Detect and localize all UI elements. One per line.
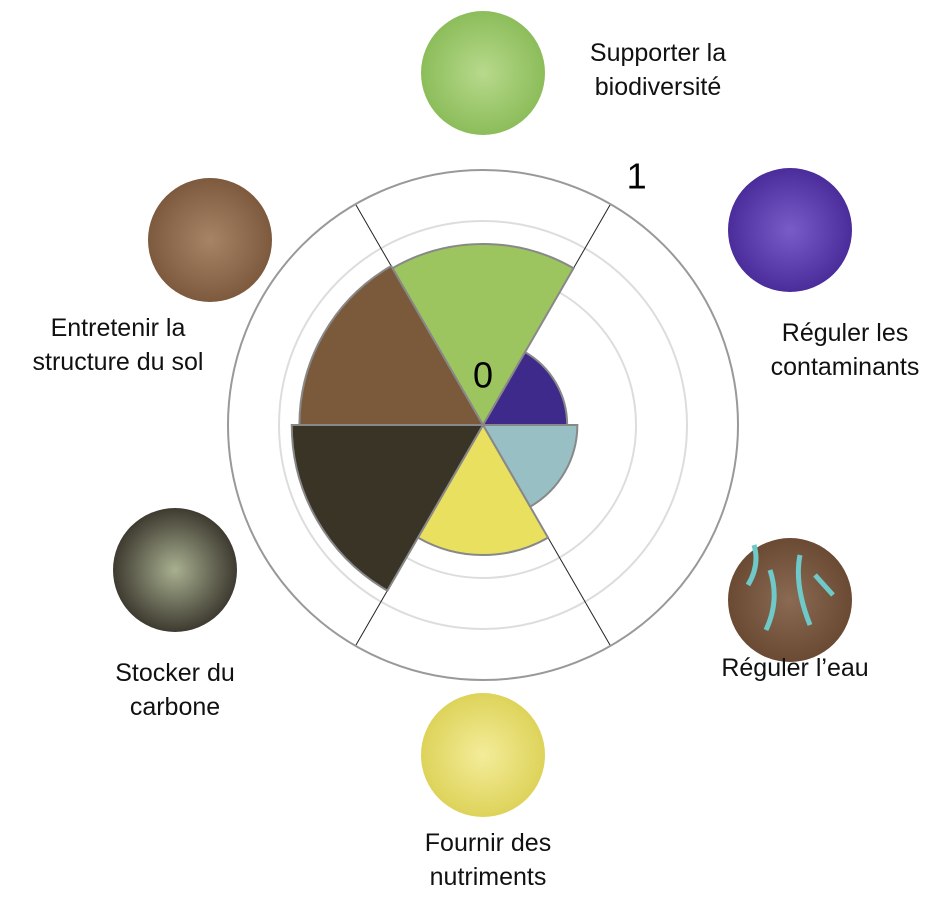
sector xyxy=(391,243,575,428)
category-label: Réguler l’eau xyxy=(721,654,869,682)
category-label: Réguler les contaminants xyxy=(770,319,920,381)
r-tick-label: 1 xyxy=(627,156,647,197)
category-label: Stocker du carbone xyxy=(115,659,235,721)
icon-water xyxy=(728,538,852,662)
sector xyxy=(416,422,550,556)
sector xyxy=(298,264,485,426)
sector xyxy=(481,350,569,426)
icon-carbon xyxy=(113,508,237,632)
sector xyxy=(481,424,579,509)
icon-structure xyxy=(148,178,272,302)
icons xyxy=(113,11,852,817)
icon-contaminants xyxy=(728,168,852,292)
r-tick-label: 0 xyxy=(473,355,493,396)
category-label: Fournir des nutriments xyxy=(424,829,552,891)
category-label: Supporter la biodiversité xyxy=(589,39,727,101)
icon-biodiversity xyxy=(421,11,545,135)
grid-circle xyxy=(227,169,739,681)
category-label: Entretenir la structure du sol xyxy=(32,314,204,376)
plot: 01 xyxy=(227,156,739,681)
sector xyxy=(290,424,485,592)
icon-nutrients xyxy=(421,693,545,817)
ring xyxy=(278,220,688,630)
icon-water-veins xyxy=(745,544,835,632)
